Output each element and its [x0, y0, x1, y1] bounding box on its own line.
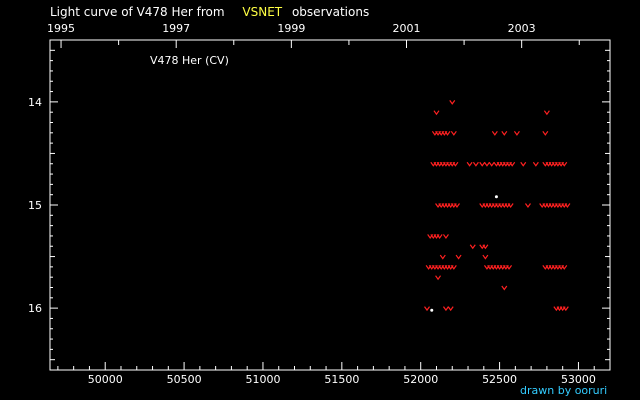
upper-limit-point: [501, 285, 508, 291]
upper-limit-point: [442, 234, 449, 239]
upper-limit-point: [442, 306, 449, 312]
upper-limit-point: [483, 161, 490, 167]
x-tick-label: 53000: [561, 373, 596, 386]
year-tick-label: 1995: [47, 22, 75, 35]
upper-limit-point: [561, 265, 568, 270]
upper-limit-point: [488, 161, 495, 167]
y-tick-label: 14: [28, 96, 42, 109]
upper-limit-point: [444, 130, 451, 136]
x-tick-label: 52500: [482, 373, 517, 386]
upper-limit-point: [520, 161, 527, 167]
upper-limit-point: [507, 203, 514, 209]
upper-limit-point: [472, 161, 479, 167]
data-points: [424, 100, 571, 312]
credit-text: drawn by ooruri: [520, 384, 607, 397]
upper-limit-point: [479, 161, 486, 167]
upper-limit-point: [524, 203, 531, 209]
upper-limit-point: [439, 254, 446, 260]
x-tick-label: 52000: [403, 373, 438, 386]
year-tick-label: 2001: [393, 22, 421, 35]
year-tick-label: 1997: [162, 22, 190, 35]
upper-limit-point: [564, 203, 571, 209]
detection-point: [494, 195, 498, 199]
y-tick-label: 15: [28, 199, 42, 212]
upper-limit-point: [466, 161, 473, 167]
upper-limit-point: [542, 130, 549, 136]
upper-limit-point: [543, 110, 550, 116]
upper-limit-point: [436, 234, 443, 239]
year-tick-label: 1999: [277, 22, 305, 35]
upper-limit-point: [450, 130, 457, 136]
upper-limit-point: [561, 161, 568, 167]
year-tick-label: 2003: [508, 22, 536, 35]
upper-limit-point: [447, 306, 454, 312]
x-tick-label: 51000: [245, 373, 280, 386]
detection-point: [430, 308, 434, 312]
title-suffix: observations: [292, 5, 369, 19]
title-highlight: VSNET: [242, 5, 282, 19]
upper-limit-point: [435, 275, 442, 281]
star-label: V478 Her (CV): [150, 54, 229, 67]
title-prefix: Light curve of V478 Her from: [50, 5, 225, 19]
upper-limit-point: [509, 161, 516, 167]
upper-limit-point: [455, 254, 462, 260]
upper-limit-point: [532, 161, 539, 167]
y-tick-label: 16: [28, 302, 42, 315]
x-tick-label: 50000: [88, 373, 123, 386]
upper-limit-point: [562, 306, 569, 312]
upper-limit-point: [469, 244, 476, 250]
x-tick-label: 51500: [324, 373, 359, 386]
chart-title: Light curve of V478 Her from VSNET obser…: [50, 5, 369, 19]
upper-limit-point: [433, 110, 440, 116]
upper-limit-point: [453, 203, 460, 209]
upper-limit-point: [452, 161, 459, 167]
upper-limit-point: [449, 100, 456, 105]
upper-limit-point: [450, 265, 457, 270]
upper-limit-point: [506, 265, 513, 270]
upper-limit-point: [482, 244, 489, 250]
upper-limit-point: [501, 130, 508, 136]
x-tick-label: 50500: [167, 373, 202, 386]
axis-ticks: 50000 50500 51000 51500 52000 52500 53000 1995 1…: [28, 22, 611, 386]
upper-limit-point: [482, 254, 489, 260]
upper-limit-point: [491, 130, 498, 136]
upper-limit-point: [424, 306, 431, 312]
upper-limit-point: [513, 130, 520, 136]
